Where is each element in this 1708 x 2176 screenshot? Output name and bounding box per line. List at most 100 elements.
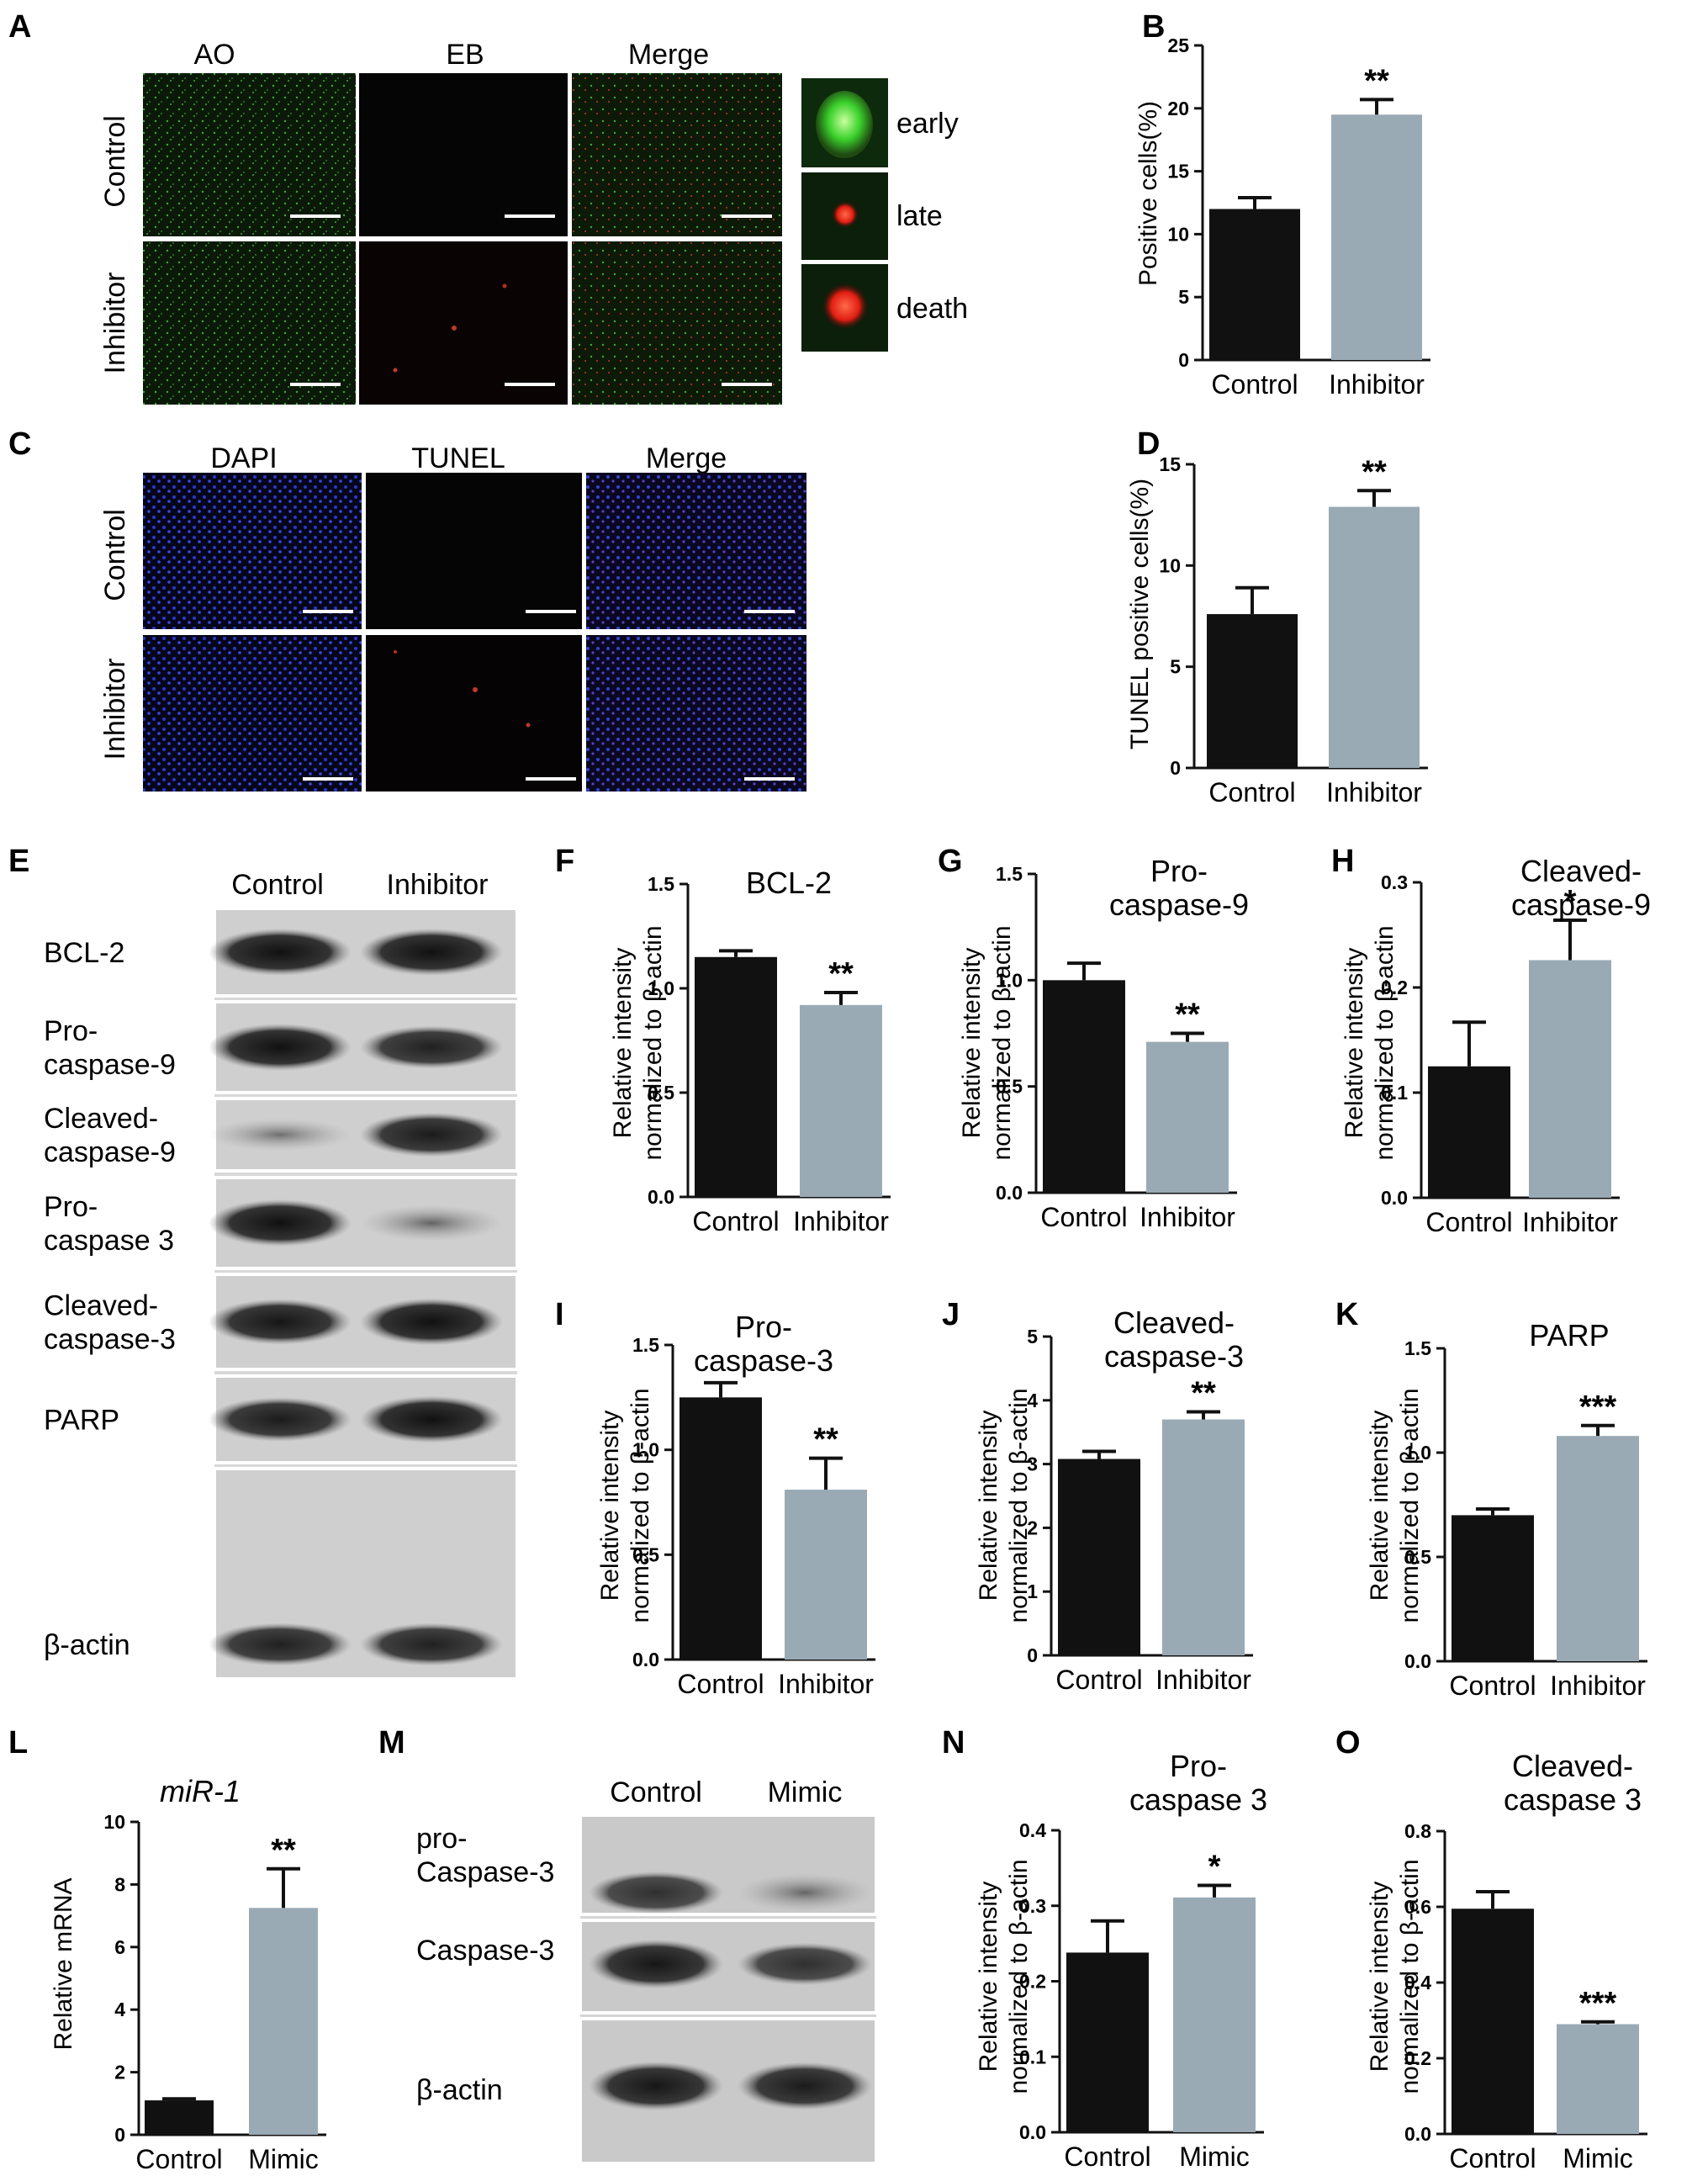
y-axis-label: Positive cells(%): [1134, 101, 1162, 286]
y-tick-label: 20: [1167, 98, 1189, 119]
chart-title: Cleaved-caspase-3: [1104, 1305, 1244, 1374]
x-category-label: Control: [1055, 1665, 1142, 1695]
blot-band: [209, 1299, 352, 1345]
panel-label: K: [1335, 1297, 1359, 1332]
blot-band: [209, 1397, 352, 1442]
y-tick-label: 4: [114, 1999, 125, 2020]
panel-label: L: [8, 1725, 28, 1760]
x-category-label: Control: [1449, 2143, 1536, 2173]
panel-label: E: [8, 844, 29, 879]
chart-title: Cleaved-caspase-9: [1511, 854, 1651, 922]
y-tick-label: 0.2: [1404, 2047, 1431, 2069]
y-tick-label: 0.3: [1381, 871, 1408, 893]
bar-chart-n: N 0.0 0.1 0.2 0.3 0.4 Control * Mimic Relative in…: [942, 1725, 1267, 2172]
bar-chart-d: D 0 5 10 15 Control ** Inhibitor TUNEL positive …: [1126, 426, 1428, 807]
x-category-label: Control: [1208, 777, 1295, 807]
chart-title: Pro-caspase-3: [694, 1310, 833, 1378]
blot-band: [360, 929, 503, 976]
y-tick-label: 0.2: [1381, 977, 1408, 998]
significance-marker: **: [1191, 1375, 1216, 1411]
bar-chart-l: L 0 2 4 6 8 10 Control ** Mimic Relative mRNA miR-1: [8, 1725, 326, 2174]
y-tick-label: 1.0: [648, 977, 674, 999]
y-tick-label: 1.5: [632, 1334, 659, 1356]
blot-band: [738, 1942, 872, 1986]
panel-label: J: [942, 1297, 960, 1332]
y-tick-label: 0.5: [1404, 1546, 1431, 1568]
bar-inhibitor: [785, 1490, 867, 1660]
panel-label: I: [555, 1297, 564, 1332]
row-label: Control: [99, 509, 131, 601]
micrograph-tunel-inhibitor: [366, 635, 582, 792]
bar-control: [1066, 1952, 1149, 2132]
x-category-label: Mimic: [1563, 2143, 1633, 2173]
blot-row-labels: pro-Caspase-3 Caspase-3 β-actin: [416, 1823, 554, 2106]
chart-title: PARP: [1529, 1318, 1609, 1353]
bar-control: [1043, 980, 1125, 1193]
bar-inhibitor: [1162, 1419, 1245, 1655]
bar-chart-k: K 0.0 0.5 1.0 1.5 Control *** Inhibitor Relative…: [1335, 1297, 1647, 1701]
y-tick-label: 0.0: [1019, 2121, 1046, 2143]
y-axis-label: Relative intensity normalized to β-actin: [975, 1388, 1033, 1623]
chart-title: Pro-caspase-9: [1109, 854, 1249, 922]
x-category-label: Inhibitor: [1550, 1670, 1646, 1701]
blot-row-label: β-actin: [416, 2074, 503, 2106]
bar-control: [695, 956, 777, 1197]
bar-chart-h: H 0.0 0.1 0.2 0.3 Control * Inhibitor Relative i…: [1331, 844, 1651, 1237]
bar-chart-f: F 0.0 0.5 1.0 1.5 Control ** Inhibitor Relative …: [555, 844, 891, 1236]
y-tick-label: 0.2: [1019, 1971, 1046, 1993]
y-axis-label: Relative mRNA: [50, 1877, 77, 2050]
panel-a: A AO EB Merge Control Inhibitor early la…: [8, 9, 968, 405]
row-label: Inhibitor: [99, 659, 131, 760]
blot-band: [360, 1623, 503, 1666]
micrograph-dapi-control: [143, 473, 362, 629]
y-tick-label: 10: [1159, 554, 1181, 576]
y-tick-label: 0.5: [632, 1543, 659, 1565]
blot-row-label: Cleaved-caspase-3: [44, 1290, 176, 1356]
blot-band: [589, 2061, 723, 2111]
panel-label: A: [8, 9, 31, 45]
row-label: Inhibitor: [99, 273, 131, 374]
panel-label: C: [8, 426, 31, 462]
y-tick-label: 0: [1178, 349, 1189, 371]
y-axis-label: Relative intensity normalized to β-actin: [596, 1388, 654, 1623]
bar-control: [1452, 1909, 1534, 2134]
y-axis-label: Relative intensity normalized to β-actin: [1366, 1388, 1424, 1623]
column-label: EB: [446, 39, 484, 71]
blot-band: [589, 1939, 723, 1989]
blot-row-label: β-actin: [44, 1629, 130, 1661]
x-category-label: Control: [1040, 1202, 1127, 1232]
y-tick-label: 2: [114, 2062, 125, 2083]
blot-row-label: BCL-2: [44, 937, 124, 969]
y-tick-label: 1.0: [1404, 1442, 1431, 1464]
inset-label: late: [896, 200, 943, 232]
y-tick-label: 4: [1027, 1390, 1038, 1411]
y-tick-label: 1: [1027, 1580, 1038, 1602]
blot-band: [738, 1873, 872, 1912]
y-tick-label: 0.5: [996, 1076, 1023, 1098]
blot-band: [209, 929, 352, 976]
chart-title: Pro-caspase 3: [1129, 1749, 1267, 1817]
bar-chart-o: O 0.0 0.2 0.4 0.6 0.8 Control *** Mimic Relative …: [1335, 1725, 1647, 2173]
blot-column-label: Inhibitor: [387, 869, 489, 901]
micrograph-merge-control: [572, 73, 782, 236]
blot-band: [209, 1118, 352, 1152]
y-tick-label: 0: [1027, 1644, 1038, 1666]
inset-label: early: [896, 108, 959, 140]
x-category-label: Inhibitor: [793, 1206, 889, 1236]
bar-control: [1209, 209, 1300, 360]
y-axis-label: Relative intensity normalized to β-actin: [609, 925, 667, 1160]
y-tick-label: 0.8: [1404, 1820, 1431, 1842]
y-tick-label: 0.0: [1404, 2123, 1431, 2145]
blot-row-labels: BCL-2 Pro-caspase-9 Cleaved-caspase-9 Pro-c…: [44, 937, 176, 1661]
y-tick-label: 5: [1027, 1326, 1038, 1347]
y-axis-label: Relative intensity normalized to β-actin: [1366, 1859, 1424, 2094]
y-tick-label: 15: [1159, 453, 1181, 475]
x-category-label: Inhibitor: [1155, 1665, 1251, 1695]
column-label: DAPI: [210, 442, 277, 474]
y-tick-label: 3: [1027, 1453, 1038, 1475]
chart-title: miR-1: [160, 1774, 241, 1808]
blot-band: [209, 1024, 352, 1071]
x-category-label: Inhibitor: [1522, 1207, 1618, 1237]
